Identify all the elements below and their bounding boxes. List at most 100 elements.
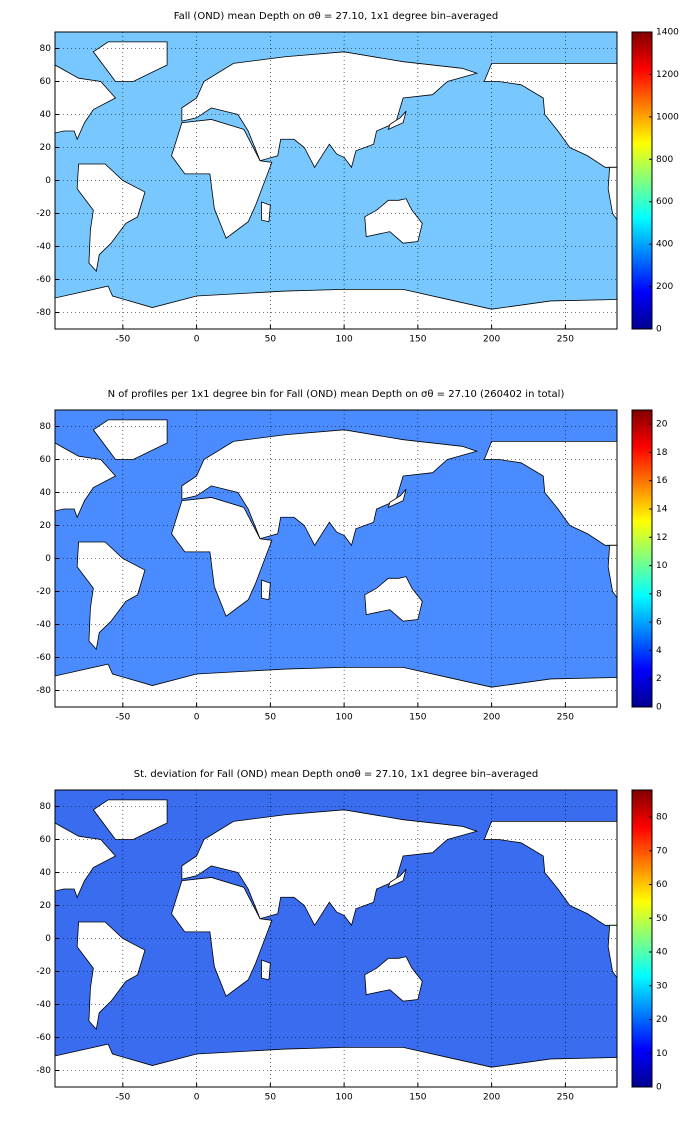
colorbar-tick-label: 600 xyxy=(656,197,673,207)
land xyxy=(55,663,617,707)
colorbar-tick-label: 0 xyxy=(656,325,662,335)
plot-frame xyxy=(54,31,618,330)
y-tick-label: -40 xyxy=(36,1000,51,1010)
x-tick-label: 250 xyxy=(557,1093,574,1103)
land xyxy=(483,820,617,926)
y-tick-label: 40 xyxy=(40,488,52,498)
land xyxy=(181,429,479,547)
colorbar xyxy=(631,789,653,1088)
colorbar-tick-label: 6 xyxy=(656,618,662,628)
y-tick-label: 60 xyxy=(40,77,52,87)
x-tick-label: 200 xyxy=(483,335,500,345)
land xyxy=(55,442,117,519)
y-tick-label: 0 xyxy=(45,934,51,944)
colorbar-tick-label: 10 xyxy=(656,1049,668,1059)
land xyxy=(76,921,146,1031)
x-tick-label: -50 xyxy=(116,713,131,723)
y-tick-label: 20 xyxy=(40,143,52,153)
chart-title: Fall (OND) mean Depth on σθ = 27.10, 1x1… xyxy=(174,11,499,22)
colorbar-tick-label: 1000 xyxy=(656,112,679,122)
y-tick-label: -60 xyxy=(36,653,51,663)
land xyxy=(76,541,146,651)
colorbar-tick-label: 30 xyxy=(656,981,668,991)
colorbar-tick-label: 70 xyxy=(656,846,668,856)
y-tick-label: -40 xyxy=(36,242,51,252)
x-tick-label: 100 xyxy=(336,335,353,345)
colorbar-tick-label: 2 xyxy=(656,674,662,684)
land xyxy=(607,924,617,979)
x-tick-label: 50 xyxy=(265,335,277,345)
colorbar xyxy=(631,409,653,708)
y-tick-label: -80 xyxy=(36,1066,51,1076)
land xyxy=(92,41,168,82)
y-tick-label: 80 xyxy=(40,422,52,432)
land xyxy=(261,579,271,601)
y-tick-label: -40 xyxy=(36,620,51,630)
colorbar-tick-label: 400 xyxy=(656,240,673,250)
land xyxy=(55,822,117,899)
colorbar-tick-label: 200 xyxy=(656,282,673,292)
land xyxy=(364,956,423,1002)
x-tick-label: 150 xyxy=(409,1093,426,1103)
land xyxy=(76,163,146,273)
colorbar-tick-label: 20 xyxy=(656,1015,668,1025)
y-tick-label: 40 xyxy=(40,110,52,120)
y-tick-label: -20 xyxy=(36,587,51,597)
y-tick-label: 40 xyxy=(40,868,52,878)
colorbar-tick-label: 20 xyxy=(656,420,668,430)
x-tick-label: 0 xyxy=(194,713,200,723)
y-tick-label: -60 xyxy=(36,1033,51,1043)
x-tick-label: 150 xyxy=(409,713,426,723)
colorbar-tick-label: 12 xyxy=(656,533,667,543)
land xyxy=(261,959,271,981)
y-tick-label: 80 xyxy=(40,44,52,54)
land xyxy=(92,419,168,460)
land xyxy=(55,285,617,329)
plot-frame xyxy=(54,789,618,1088)
colorbar-tick-label: 10 xyxy=(656,561,668,571)
map xyxy=(55,790,617,1087)
land xyxy=(364,198,423,244)
y-tick-label: -20 xyxy=(36,209,51,219)
y-tick-label: 0 xyxy=(45,176,51,186)
colorbar-tick-label: 16 xyxy=(656,476,668,486)
colorbar-tick-label: 80 xyxy=(656,813,668,823)
x-tick-label: -50 xyxy=(116,1093,131,1103)
colorbar xyxy=(631,31,653,330)
y-tick-label: 0 xyxy=(45,554,51,564)
land xyxy=(607,166,617,221)
plot-frame xyxy=(54,409,618,708)
y-tick-label: 60 xyxy=(40,455,52,465)
y-tick-label: 80 xyxy=(40,802,52,812)
x-tick-label: 0 xyxy=(194,1093,200,1103)
colorbar-tick-label: 800 xyxy=(656,155,673,165)
colorbar-tick-label: 0 xyxy=(656,703,662,713)
x-tick-label: 200 xyxy=(483,1093,500,1103)
land xyxy=(55,64,117,141)
land xyxy=(181,51,479,169)
x-tick-label: 250 xyxy=(557,713,574,723)
colorbar-tick-label: 40 xyxy=(656,948,668,958)
map xyxy=(55,410,617,707)
x-tick-label: 200 xyxy=(483,713,500,723)
land xyxy=(171,119,273,239)
land xyxy=(171,877,273,997)
land xyxy=(92,799,168,840)
x-tick-label: 100 xyxy=(336,713,353,723)
y-tick-label: -80 xyxy=(36,686,51,696)
x-tick-label: -50 xyxy=(116,335,131,345)
y-tick-label: 20 xyxy=(40,901,52,911)
chart-title: N of profiles per 1x1 degree bin for Fal… xyxy=(108,389,565,400)
chart-title: St. deviation for Fall (OND) mean Depth … xyxy=(134,769,539,780)
colorbar-tick-label: 1200 xyxy=(656,70,679,80)
land xyxy=(55,1043,617,1087)
x-tick-label: 150 xyxy=(409,335,426,345)
x-tick-label: 50 xyxy=(265,713,277,723)
land xyxy=(483,62,617,168)
colorbar-tick-label: 18 xyxy=(656,448,668,458)
colorbar-tick-label: 14 xyxy=(656,505,668,515)
y-tick-label: -60 xyxy=(36,275,51,285)
y-tick-label: -80 xyxy=(36,308,51,318)
y-tick-label: -20 xyxy=(36,967,51,977)
x-tick-label: 50 xyxy=(265,1093,277,1103)
